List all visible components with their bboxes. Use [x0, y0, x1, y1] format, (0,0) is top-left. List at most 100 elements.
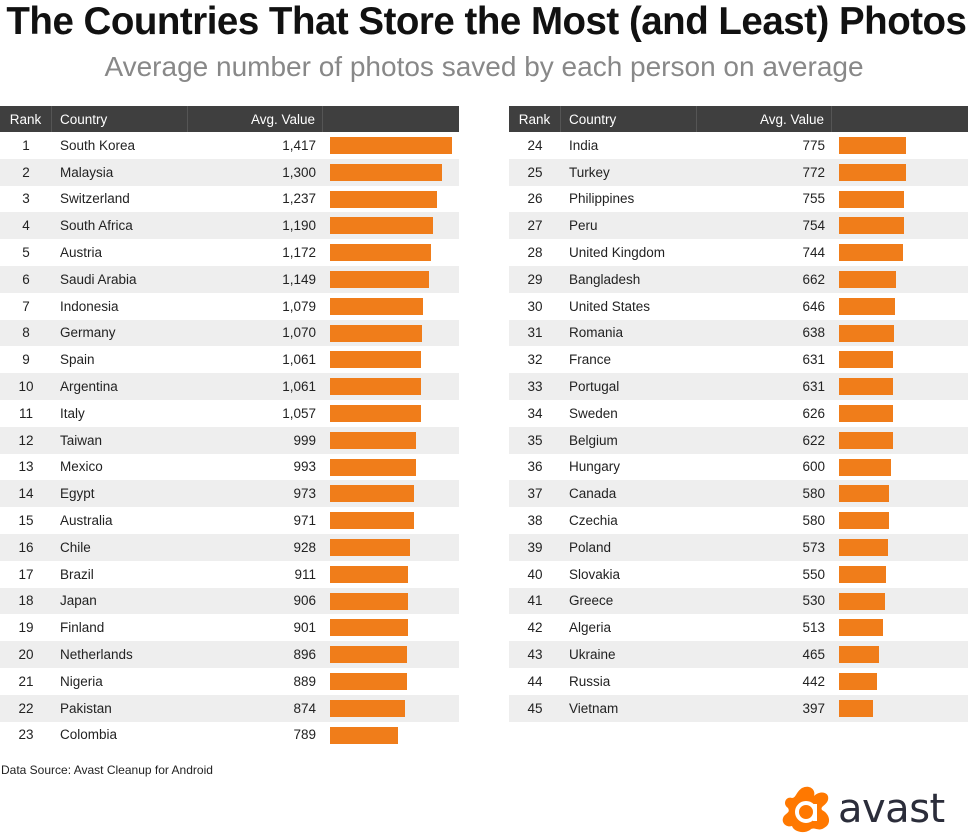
- bar-cell: [323, 614, 459, 641]
- table-row: 37 Canada 580: [509, 480, 968, 508]
- table-row: 35 Belgium 622: [509, 426, 968, 454]
- table-row: 26 Philippines 755: [509, 186, 968, 213]
- bar-cell: [832, 266, 968, 293]
- value-cell: 993: [293, 459, 316, 475]
- value-cell: 530: [802, 593, 825, 609]
- table-row: 41 Greece 530: [509, 587, 968, 615]
- table-row: 44 Russia 442: [509, 668, 968, 695]
- rank-cell: 33: [527, 379, 543, 395]
- rank-cell: 3: [22, 191, 30, 207]
- bar-cell: [832, 239, 968, 266]
- bar-cell: [323, 320, 459, 347]
- table-row: 19 Finland 901: [0, 614, 459, 641]
- table-row: 25 Turkey 772: [509, 158, 968, 186]
- country-cell: Italy: [60, 405, 85, 421]
- table-row: 6 Saudi Arabia 1,149: [0, 265, 459, 293]
- bar-cell: [323, 346, 459, 373]
- rank-cell: 41: [527, 593, 543, 609]
- bar-australia: [330, 512, 414, 530]
- bar-cell: [832, 695, 968, 722]
- bar-germany: [330, 324, 423, 342]
- rank-cell: 11: [18, 405, 33, 421]
- country-cell: Belgium: [569, 432, 618, 448]
- rank-cell: 17: [18, 566, 34, 582]
- rank-cell: 16: [18, 539, 34, 555]
- bar-greece: [839, 592, 885, 610]
- bar-slovakia: [839, 565, 887, 583]
- table-row: 27 Peru 754: [509, 212, 968, 240]
- bar-belgium: [839, 431, 893, 449]
- title-container: The Countries That Store the Most (and L…: [0, 0, 968, 46]
- bar-egypt: [330, 485, 414, 503]
- rank-cell: 8: [22, 325, 30, 341]
- bar-cell: [323, 534, 459, 561]
- bar-united-states: [839, 297, 895, 315]
- bar-france: [839, 351, 894, 369]
- rank-cell: 22: [18, 700, 34, 716]
- table-row: 18 Japan 906: [0, 587, 459, 615]
- table-row: 10 Argentina 1,061: [0, 373, 459, 400]
- country-cell: Greece: [569, 593, 614, 609]
- value-cell: 622: [802, 432, 825, 448]
- value-cell: 999: [293, 432, 316, 448]
- bar-spain: [330, 351, 422, 369]
- ranking-table-right: Rank Country Avg. Value 24 India 775 25 …: [509, 106, 968, 722]
- bar-cell: [832, 588, 968, 615]
- country-cell: Taiwan: [60, 432, 103, 448]
- country-cell: Malaysia: [60, 164, 114, 180]
- rank-cell: 21: [18, 673, 34, 689]
- country-cell: Spain: [60, 352, 95, 368]
- value-cell: 874: [293, 700, 316, 716]
- rank-cell: 42: [527, 620, 543, 636]
- value-cell: 662: [802, 271, 825, 287]
- bar-cell: [323, 561, 459, 588]
- bar-cell: [832, 507, 968, 534]
- country-cell: Mexico: [60, 459, 103, 475]
- subtitle-container: Average number of photos saved by each p…: [0, 50, 968, 86]
- rank-cell: 35: [527, 432, 543, 448]
- table-row: 17 Brazil 911: [0, 561, 459, 588]
- country-cell: India: [569, 137, 599, 153]
- table-header: Rank Country Avg. Value: [509, 106, 968, 132]
- bar-ukraine: [839, 646, 879, 664]
- table-body: 1 South Korea 1,417 2 Malaysia 1,300 3 S…: [0, 132, 459, 748]
- bar-taiwan: [330, 431, 416, 449]
- rank-cell: 31: [527, 325, 543, 341]
- bar-turkey: [839, 163, 906, 181]
- rank-cell: 6: [22, 271, 30, 287]
- bar-cell: [832, 346, 968, 373]
- value-cell: 906: [293, 593, 316, 609]
- rank-cell: 40: [527, 566, 543, 582]
- header-country: Country: [561, 106, 697, 132]
- bar-mexico: [330, 458, 416, 476]
- bar-cell: [323, 507, 459, 534]
- table-row: 45 Vietnam 397: [509, 694, 968, 722]
- bar-cell: [832, 427, 968, 454]
- country-cell: Switzerland: [60, 191, 130, 207]
- rank-cell: 7: [22, 298, 30, 314]
- rank-cell: 12: [18, 432, 34, 448]
- rank-cell: 45: [527, 700, 543, 716]
- country-cell: Sweden: [569, 405, 618, 421]
- rank-cell: 34: [527, 405, 543, 421]
- value-cell: 626: [802, 405, 825, 421]
- country-cell: Poland: [569, 539, 612, 555]
- bar-cell: [323, 400, 459, 427]
- bar-cell: [832, 400, 968, 427]
- country-cell: Saudi Arabia: [60, 271, 137, 287]
- rank-cell: 19: [18, 620, 34, 636]
- country-cell: Russia: [569, 673, 611, 689]
- bar-canada: [839, 485, 889, 503]
- table-row: 4 South Africa 1,190: [0, 212, 459, 240]
- header-country: Country: [52, 106, 188, 132]
- value-cell: 1,061: [282, 379, 316, 395]
- country-cell: Indonesia: [60, 298, 119, 314]
- country-cell: Portugal: [569, 379, 620, 395]
- value-cell: 513: [802, 620, 825, 636]
- table-row: 36 Hungary 600: [509, 454, 968, 481]
- value-cell: 1,172: [282, 245, 316, 261]
- rank-cell: 30: [527, 298, 543, 314]
- logo-wordmark: avast: [838, 786, 945, 832]
- bar-cell: [832, 186, 968, 213]
- table-row: 9 Spain 1,061: [0, 346, 459, 373]
